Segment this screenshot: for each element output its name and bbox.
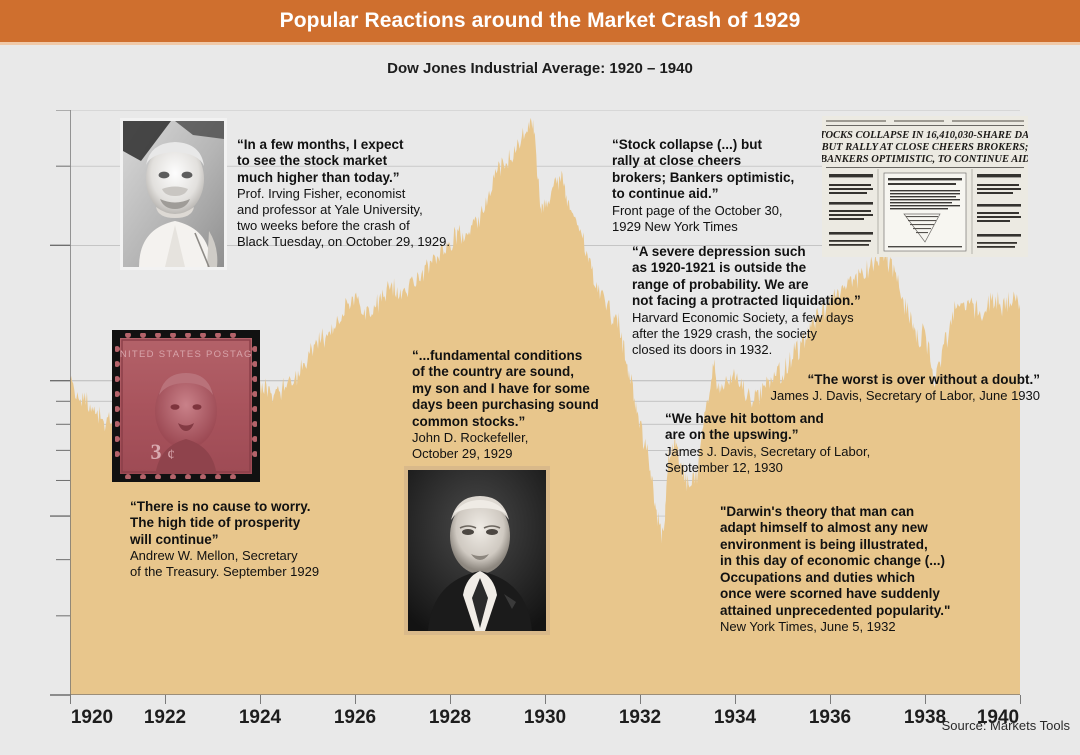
page-title: Popular Reactions around the Market Cras… (279, 9, 801, 32)
x-axis-tick (640, 695, 641, 704)
quote-block-rockefeller: “...fundamental conditions of the countr… (412, 348, 612, 462)
x-axis-tick (450, 695, 451, 704)
chart-subtitle: Dow Jones Industrial Average: 1920 – 194… (387, 60, 693, 77)
quote-attribution: after the 1929 crash, the society (632, 325, 817, 341)
quote-attribution: two weeks before the crash of (237, 218, 410, 234)
svg-text:UNITED STATES POSTAGE: UNITED STATES POSTAGE (115, 349, 257, 360)
x-axis-tick-label: 1928 (428, 707, 472, 728)
quote-attribution: of the Treasury. September 1929 (130, 564, 320, 580)
quote-text: environment is being illustrated, (720, 536, 928, 552)
quote-block-davis-worst: “The worst is over without a doubt.” Jam… (700, 372, 1040, 404)
quote-text: to continue aid.” (612, 186, 719, 202)
quote-text: “In a few months, I expect (237, 137, 404, 152)
x-axis-tick-label: 1934 (713, 707, 757, 728)
svg-text:3: 3 (151, 439, 162, 464)
x-axis-tick (165, 695, 166, 704)
svg-text:BANKERS OPTIMISTIC, TO CONTINU: BANKERS OPTIMISTIC, TO CONTINUE AID (822, 154, 1028, 165)
quote-text: much higher than today.” (237, 169, 400, 185)
header-underline (0, 42, 1080, 45)
quote-text: as 1920-1921 is outside the (632, 260, 807, 276)
x-axis-tick (735, 695, 736, 704)
quote-text: not facing a protracted liquidation.” (632, 293, 861, 309)
x-axis-tick-label: 1936 (808, 707, 852, 728)
quote-attribution: John D. Rockefeller, (412, 430, 529, 446)
quote-block-nyt-front-page: “Stock collapse (...) but rally at close… (612, 137, 827, 235)
x-axis-tick (355, 695, 356, 704)
x-axis-tick (545, 695, 546, 704)
quote-text: “There is no cause to worry. (130, 499, 311, 514)
svg-text:BUT RALLY AT CLOSE CHEERS BROK: BUT RALLY AT CLOSE CHEERS BROKERS; (822, 142, 1028, 153)
x-axis-tick-label: 1924 (238, 707, 282, 728)
quote-text: “The worst is over without a doubt.” (807, 372, 1040, 387)
x-axis-tick (70, 695, 71, 704)
quote-text: will continue” (130, 531, 219, 547)
x-axis-tick-label: 1926 (333, 707, 377, 728)
quote-text: once were scorned have suddenly (720, 586, 940, 602)
header-bar (0, 0, 1080, 42)
quote-text: of the country are sound, (412, 364, 575, 380)
quote-text: “Stock collapse (...) but (612, 137, 763, 152)
quote-attribution: Harvard Economic Society, a few days (632, 309, 854, 325)
quote-text: brokers; Bankers optimistic, (612, 169, 795, 185)
source-note: Source: Markets Tools (941, 718, 1070, 733)
x-axis-tick-label: 1930 (523, 707, 567, 728)
x-axis-tick-label: 1932 (618, 707, 662, 728)
x-axis-tick (830, 695, 831, 704)
quote-attribution: September 12, 1930 (665, 459, 783, 475)
newspaper-front-page-1929: STOCKS COLLAPSE IN 16,410,030-SHARE DAY,… (822, 116, 1028, 257)
portrait-john-d-rockefeller (404, 466, 550, 635)
quote-block-mellon: “There is no cause to worry. The high ti… (130, 499, 355, 580)
quote-attribution: 1929 New York Times (612, 218, 738, 234)
quote-block-harvard: “A severe depression such as 1920-1921 i… (632, 244, 902, 357)
quote-text: in this day of economic change (...) (720, 553, 946, 569)
x-axis-tick-label: 1920 (70, 707, 114, 728)
quote-text: attained unprecedented popularity." (720, 602, 951, 618)
quote-attribution: Andrew W. Mellon, Secretary (130, 548, 298, 564)
quote-text: adapt himself to almost any new (720, 520, 928, 536)
x-axis-tick-label: 1940 (976, 707, 1020, 728)
quote-text: my son and I have for some (412, 380, 590, 396)
quote-text: common stocks.” (412, 413, 526, 429)
quote-attribution: New York Times, June 5, 1932 (720, 619, 896, 635)
quote-attribution: James J. Davis, Secretary of Labor, (665, 443, 871, 459)
quote-attribution: Front page of the October 30, (612, 202, 783, 218)
quote-text: “...fundamental conditions (412, 348, 583, 363)
quote-block-darwin: "Darwin's theory that man can adapt hims… (720, 504, 1020, 635)
quote-text: Occupations and duties which (720, 569, 916, 585)
x-axis-tick-label: 1938 (903, 707, 947, 728)
quote-text: "Darwin's theory that man can (720, 504, 915, 519)
quote-text: rally at close cheers (612, 153, 742, 169)
quote-attribution: and professor at Yale University, (237, 202, 423, 218)
quote-text: to see the stock market (237, 153, 388, 169)
quote-text: range of probability. We are (632, 276, 809, 292)
area-series-dow-jones (70, 117, 1020, 695)
svg-text:STOCKS COLLAPSE IN 16,410,030-: STOCKS COLLAPSE IN 16,410,030-SHARE DAY, (822, 130, 1028, 141)
portrait-irving-fisher (120, 118, 227, 270)
y-axis-ticks (50, 110, 70, 696)
x-axis-tick (260, 695, 261, 704)
quote-text: “We have hit bottom and (665, 411, 824, 426)
x-axis: 1920 1922 1924 1926 1928 1930 1932 1934 1936 1938… (70, 695, 1021, 741)
quote-text: days been purchasing sound (412, 397, 599, 413)
quote-text: The high tide of prosperity (130, 515, 301, 531)
quote-attribution: Black Tuesday, on October 29, 1929. (237, 233, 450, 249)
x-axis-tick (925, 695, 926, 704)
x-axis-tick (1020, 695, 1021, 704)
x-axis-tick-label: 1922 (143, 707, 187, 728)
quote-attribution: October 29, 1929 (412, 446, 513, 462)
quote-text: are on the upswing.” (665, 427, 799, 443)
svg-text:¢: ¢ (167, 447, 175, 463)
quote-block-davis-bottom: “We have hit bottom and are on the upswi… (665, 411, 925, 476)
quote-block-fisher: “In a few months, I expect to see the st… (237, 137, 487, 250)
postage-stamp-andrew-mellon: UNITED STATES POSTAGE 3 ¢ (112, 330, 260, 482)
quote-attribution: closed its doors in 1932. (632, 341, 773, 357)
quote-attribution: James J. Davis, Secretary of Labor, June… (770, 388, 1040, 404)
quote-text: “A severe depression such (632, 244, 806, 259)
quote-attribution: Prof. Irving Fisher, economist (237, 186, 406, 202)
